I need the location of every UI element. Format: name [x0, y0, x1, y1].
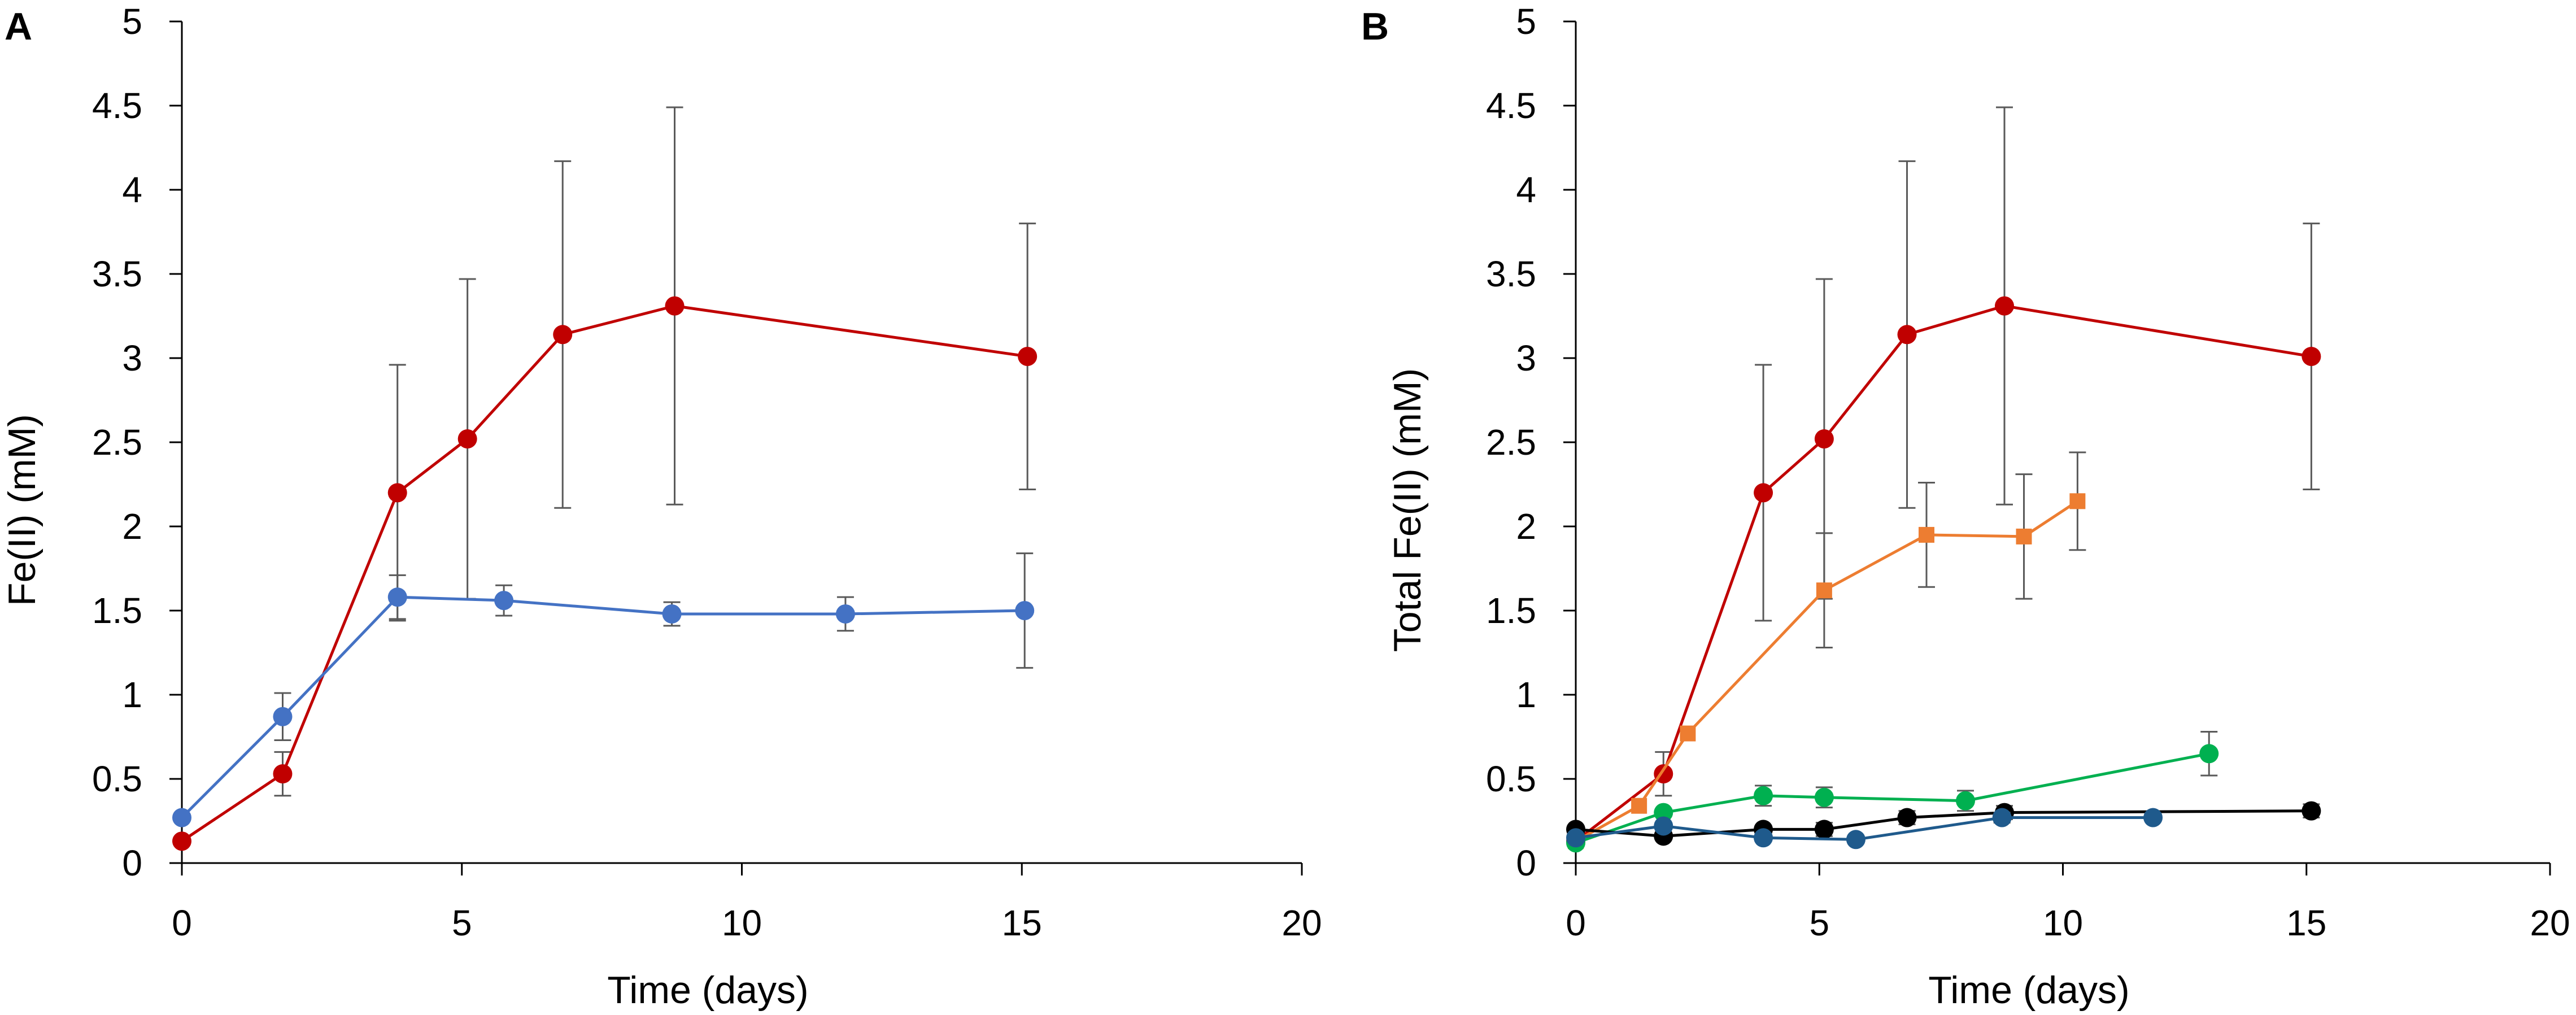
y-tick-label: 1 — [122, 674, 142, 715]
series-red — [172, 106, 1038, 851]
panel-letter: B — [1361, 5, 1389, 48]
y-tick-label: 0.5 — [1486, 759, 1536, 799]
data-point — [1919, 526, 1934, 543]
x-tick-label: 20 — [1282, 903, 1322, 943]
data-point — [2016, 528, 2032, 544]
series-line — [1575, 809, 2312, 838]
x-tick-label: 15 — [1002, 903, 1042, 943]
series-line — [1575, 304, 2312, 843]
y-tick-label: 4.5 — [92, 85, 142, 126]
y-tick-label: 1.5 — [1486, 590, 1536, 631]
data-point — [1654, 803, 1673, 822]
data-point — [1680, 725, 1696, 742]
data-point — [172, 831, 191, 851]
data-point — [1846, 830, 1865, 850]
series-dark-blue — [1566, 808, 2163, 850]
data-point — [273, 707, 293, 726]
y-tick-label: 0 — [1516, 843, 1536, 883]
y-axis-title: Fe(II) (mM) — [1, 414, 43, 606]
series-red — [1566, 106, 2321, 851]
y-tick-label: 3 — [122, 338, 142, 378]
data-point — [1018, 347, 1038, 367]
y-tick-label: 0 — [122, 843, 142, 883]
y-tick-label: 5 — [122, 1, 142, 42]
data-point — [273, 764, 293, 784]
y-tick-label: 2 — [1516, 506, 1536, 547]
data-point — [2143, 808, 2163, 827]
x-tick-label: 0 — [1566, 903, 1586, 943]
y-tick-label: 4 — [1516, 169, 1536, 210]
series-orange — [1568, 451, 2086, 850]
data-point — [553, 325, 573, 345]
y-tick-label: 1 — [1516, 674, 1536, 715]
data-point — [1897, 808, 1917, 827]
data-point — [1754, 828, 1773, 848]
data-point — [494, 591, 514, 611]
y-tick-label: 3.5 — [1486, 254, 1536, 294]
y-tick-label: 2.5 — [1486, 422, 1536, 463]
data-point — [662, 604, 682, 624]
panel-letter: A — [5, 5, 32, 48]
y-tick-label: 2 — [122, 506, 142, 547]
panel-b-chart: B 0 0.5 1 1.5 2 2.5 3 3.5 4 4.5 5 0 5 10 15 20 Time (days… — [1361, 1, 2570, 1012]
data-point — [1754, 483, 1773, 503]
data-point — [2302, 801, 2321, 821]
x-axis-title: Time (days) — [1928, 969, 2129, 1012]
series-line — [1575, 752, 2209, 844]
x-tick-label: 10 — [2043, 903, 2083, 943]
data-point — [835, 604, 855, 624]
y-tick-label: 4 — [122, 169, 142, 210]
x-tick-label: 5 — [1809, 903, 1829, 943]
data-point — [1566, 828, 1585, 848]
y-tick-label: 4.5 — [1486, 85, 1536, 126]
data-point — [457, 429, 477, 449]
data-point — [1654, 816, 1673, 836]
data-point — [2199, 744, 2219, 764]
data-point — [172, 808, 191, 827]
data-point — [1995, 296, 2014, 316]
panel-a-chart: A 0 0.5 1 1.5 2 2.5 3 3.5 4 4.5 5 0 5 10 15 20 Time (days… — [1, 1, 1322, 1012]
y-tick-label: 3.5 — [92, 254, 142, 294]
y-tick-label: 1.5 — [92, 590, 142, 631]
data-point — [387, 483, 407, 503]
data-point — [2302, 347, 2321, 367]
series-black — [1566, 801, 2321, 846]
data-point — [1956, 791, 1975, 811]
data-point — [1897, 325, 1917, 345]
y-axis-title: Total Fe(II) (mM) — [1386, 368, 1429, 652]
data-point — [1814, 787, 1834, 807]
x-tick-label: 5 — [452, 903, 472, 943]
y-tick-label: 3 — [1516, 338, 1536, 378]
x-tick-label: 20 — [2530, 903, 2570, 943]
series-blue — [172, 552, 1035, 827]
data-point — [1631, 798, 1647, 814]
data-point — [387, 587, 407, 607]
series-line — [181, 595, 1025, 819]
data-point — [1754, 786, 1773, 805]
x-tick-label: 10 — [722, 903, 762, 943]
series-line — [181, 304, 1028, 843]
data-point — [1816, 582, 1832, 599]
series-line — [1575, 816, 2154, 841]
data-point — [1015, 601, 1035, 620]
y-tick-label: 2.5 — [92, 422, 142, 463]
x-axis-title: Time (days) — [607, 969, 808, 1012]
data-point — [1992, 808, 2012, 827]
data-point — [1814, 820, 1834, 839]
x-tick-label: 15 — [2286, 903, 2326, 943]
x-tick-label: 0 — [172, 903, 192, 943]
y-tick-label: 0.5 — [92, 759, 142, 799]
data-point — [1814, 429, 1834, 449]
data-point — [665, 296, 685, 316]
data-point — [2069, 493, 2086, 509]
y-tick-label: 5 — [1516, 1, 1536, 42]
